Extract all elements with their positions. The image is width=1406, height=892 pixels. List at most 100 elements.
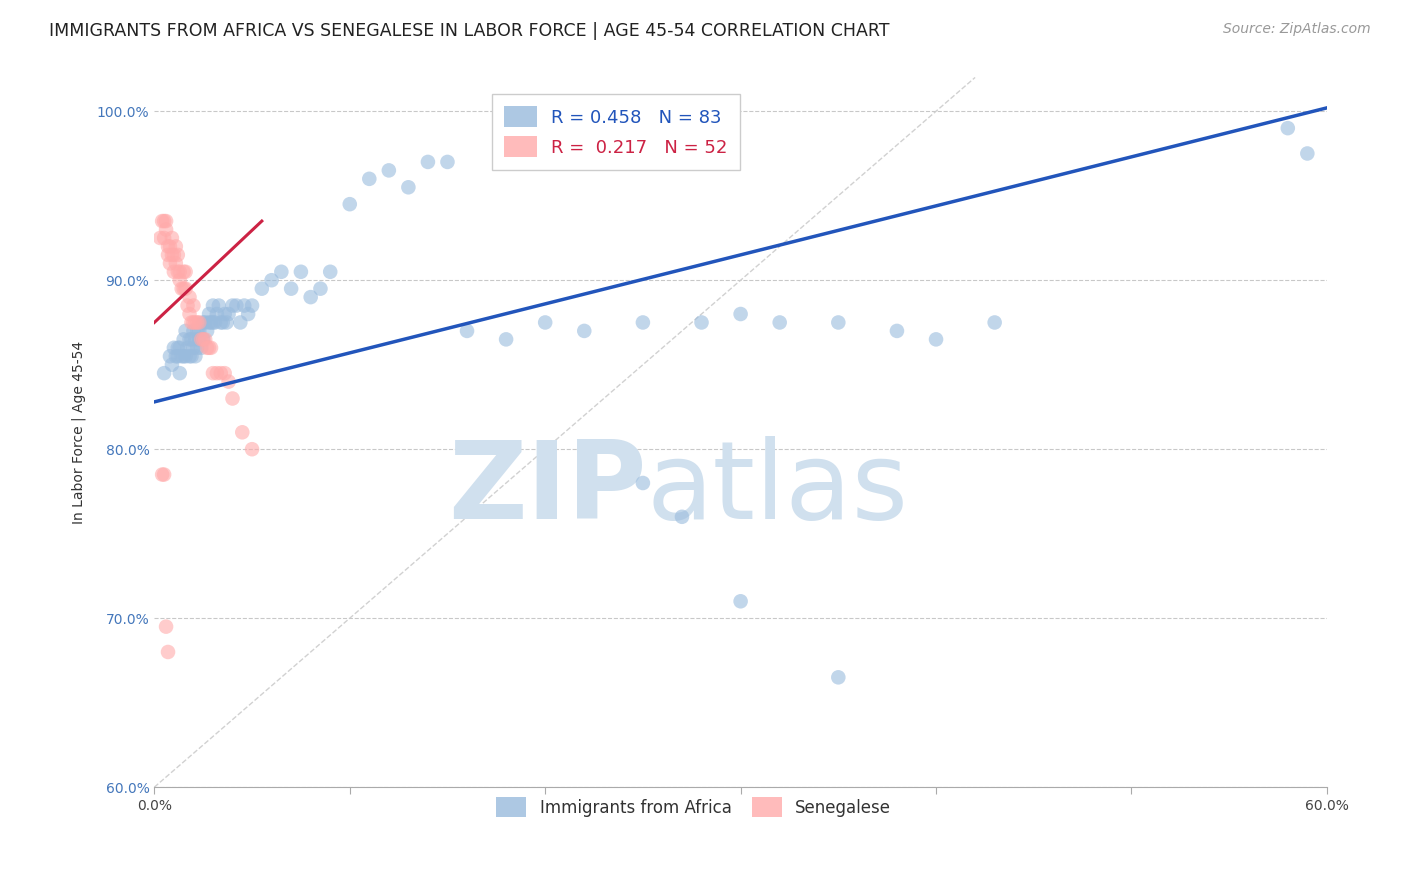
Point xyxy=(156,645,179,659)
Point xyxy=(163,341,186,355)
Point xyxy=(200,316,222,330)
Point xyxy=(218,307,240,321)
Text: atlas: atlas xyxy=(647,436,908,542)
Point xyxy=(170,349,193,363)
Point xyxy=(195,324,218,338)
Point xyxy=(156,239,179,253)
Point xyxy=(183,299,205,313)
Point xyxy=(194,332,217,346)
Point xyxy=(198,341,221,355)
Point xyxy=(211,316,233,330)
Point xyxy=(250,282,273,296)
Point xyxy=(180,332,202,346)
Point xyxy=(165,349,187,363)
Point xyxy=(190,332,212,346)
Point xyxy=(184,316,207,330)
Point xyxy=(173,349,195,363)
Point xyxy=(179,290,201,304)
Point xyxy=(319,265,342,279)
Point xyxy=(173,265,195,279)
Point xyxy=(186,324,208,338)
Point xyxy=(155,620,177,634)
Point xyxy=(827,670,849,684)
Point xyxy=(193,332,215,346)
Point xyxy=(456,324,478,338)
Point xyxy=(396,180,419,194)
Point xyxy=(150,214,173,228)
Point xyxy=(221,392,243,406)
Point xyxy=(339,197,361,211)
Point xyxy=(169,341,191,355)
Point xyxy=(169,366,191,380)
Point xyxy=(176,341,198,355)
Point xyxy=(153,231,176,245)
Point xyxy=(166,265,188,279)
Point xyxy=(827,316,849,330)
Point xyxy=(574,324,596,338)
Point xyxy=(240,442,263,457)
Point xyxy=(436,155,458,169)
Point xyxy=(174,265,197,279)
Point xyxy=(163,265,186,279)
Point xyxy=(236,307,259,321)
Point xyxy=(195,341,218,355)
Point xyxy=(184,349,207,363)
Point xyxy=(886,324,908,338)
Point xyxy=(188,332,211,346)
Point xyxy=(215,316,238,330)
Point xyxy=(169,265,191,279)
Point xyxy=(205,307,228,321)
Point xyxy=(170,282,193,296)
Point xyxy=(174,349,197,363)
Point xyxy=(260,273,283,287)
Point xyxy=(183,341,205,355)
Point xyxy=(214,307,236,321)
Point xyxy=(214,366,236,380)
Point xyxy=(179,307,201,321)
Point xyxy=(186,316,208,330)
Point xyxy=(180,349,202,363)
Point xyxy=(165,239,187,253)
Point xyxy=(201,316,224,330)
Point xyxy=(179,332,201,346)
Point xyxy=(155,222,177,236)
Point xyxy=(186,341,208,355)
Point xyxy=(233,299,256,313)
Point xyxy=(193,316,215,330)
Point xyxy=(690,316,713,330)
Point xyxy=(153,467,176,482)
Point xyxy=(194,316,217,330)
Point xyxy=(193,332,215,346)
Point xyxy=(671,509,693,524)
Point xyxy=(495,332,517,346)
Point xyxy=(730,594,752,608)
Point xyxy=(188,324,211,338)
Point xyxy=(149,231,172,245)
Point xyxy=(299,290,322,304)
Point xyxy=(359,171,381,186)
Point xyxy=(174,282,197,296)
Point xyxy=(150,467,173,482)
Point xyxy=(309,282,332,296)
Point xyxy=(416,155,439,169)
Point xyxy=(631,316,654,330)
Text: ZIP: ZIP xyxy=(449,436,647,542)
Point xyxy=(198,307,221,321)
Point xyxy=(188,316,211,330)
Point xyxy=(183,324,205,338)
Point xyxy=(208,299,231,313)
Point xyxy=(280,282,302,296)
Point xyxy=(270,265,292,279)
Point xyxy=(176,299,198,313)
Text: IMMIGRANTS FROM AFRICA VS SENEGALESE IN LABOR FORCE | AGE 45-54 CORRELATION CHAR: IMMIGRANTS FROM AFRICA VS SENEGALESE IN … xyxy=(49,22,890,40)
Point xyxy=(240,299,263,313)
Point xyxy=(378,163,401,178)
Point xyxy=(166,248,188,262)
Text: Source: ZipAtlas.com: Source: ZipAtlas.com xyxy=(1223,22,1371,37)
Point xyxy=(225,299,247,313)
Point xyxy=(1277,121,1299,136)
Point xyxy=(153,214,176,228)
Point xyxy=(221,299,243,313)
Point xyxy=(173,332,195,346)
Point xyxy=(155,214,177,228)
